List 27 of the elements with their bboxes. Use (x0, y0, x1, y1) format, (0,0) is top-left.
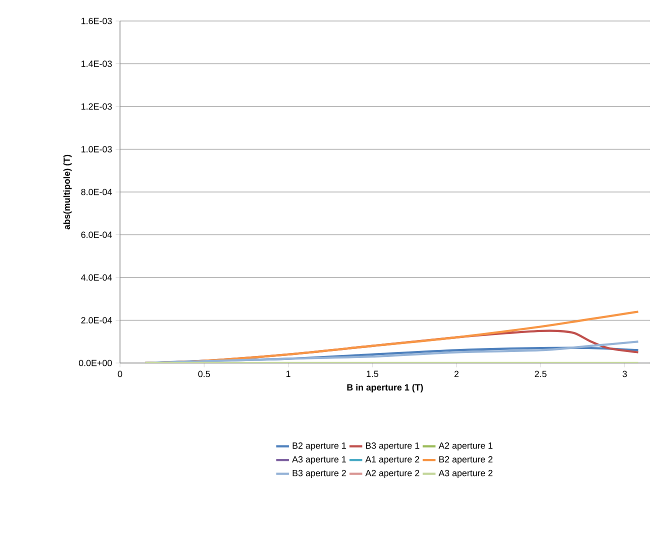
y-tick-label: 8.0E-04 (81, 188, 112, 196)
y-tick-label: 1.2E-03 (82, 103, 112, 110)
legend-label: A2 aperture 2 (365, 470, 420, 478)
legend-label: A1 aperture 2 (365, 456, 420, 464)
legend-label: B3 aperture 2 (292, 470, 346, 478)
x-tick-label: 1.5 (366, 370, 378, 378)
y-tick-label: 1.4E-03 (82, 60, 112, 67)
legend-label: B2 aperture 1 (292, 442, 346, 451)
x-tick-label: 3 (622, 370, 627, 378)
y-axis-title: abs(multipole) (T) (63, 154, 72, 230)
y-tick-label: 6.0E-04 (81, 232, 112, 238)
y-tick-label: 2.0E-04 (81, 317, 112, 324)
legend-label: B2 aperture 2 (439, 456, 492, 464)
x-tick-label: 0.5 (198, 370, 210, 378)
y-tick-label: 0.0E+00 (78, 360, 112, 366)
x-axis-title: B in aperture 1 (T) (347, 384, 423, 392)
legend-label: A3 aperture 1 (292, 456, 346, 464)
x-tick-label: 1 (286, 370, 290, 377)
legend-label: B3 aperture 1 (366, 442, 420, 451)
legend-label: A3 aperture 2 (438, 470, 492, 478)
x-tick-label: 0 (118, 370, 122, 378)
y-tick-label: 1.0E-03 (82, 146, 112, 152)
legend-label: A2 aperture 1 (438, 442, 492, 451)
x-tick-label: 2 (454, 370, 459, 378)
y-tick-label: 4.0E-04 (81, 274, 112, 281)
y-tick-label: 1.6E-03 (82, 18, 112, 24)
x-tick-label: 2.5 (534, 370, 546, 378)
